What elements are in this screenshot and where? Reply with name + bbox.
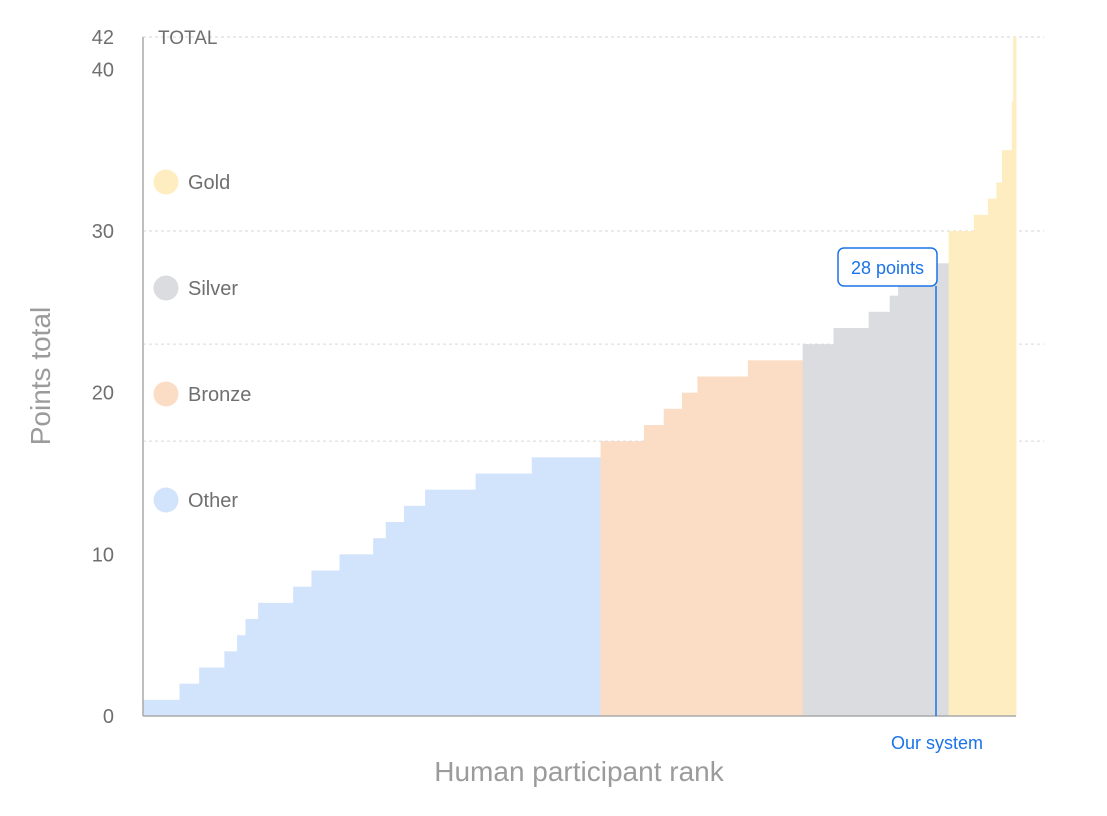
step-bar [143,699,180,716]
step-bar [373,538,387,716]
step-bar [898,279,920,716]
step-bar [697,376,749,716]
legend-swatch [153,381,179,407]
step-bar [802,344,835,716]
legend-swatch [153,487,179,513]
callout-box [837,247,938,287]
step-bar [600,441,645,716]
total-label: TOTAL [158,28,217,49]
step-bar [425,489,477,716]
step-bar [1011,101,1014,716]
step-bar [868,311,891,716]
y-tick-label: 42 [92,27,114,49]
step-area-series [143,37,1017,717]
y-axis-title: Points total [25,307,56,446]
legend-label: Gold [188,172,230,194]
callout-label: 28 points [851,258,924,278]
step-bar [889,295,899,716]
legend-label: Bronze [188,384,251,406]
step-bar [258,602,294,716]
step-bar [987,198,997,716]
step-bar [199,667,225,716]
legend: Gold Silver Bronze Other [153,169,251,513]
step-bar [1001,150,1013,716]
step-bar [681,392,698,716]
legend-label: Silver [188,278,238,300]
y-tick-label: 30 [92,221,114,243]
step-bar [293,586,312,716]
step-bar [385,522,405,716]
step-bar [245,619,259,716]
our-system-label: Our system [891,733,983,753]
step-bar [237,635,246,716]
step-bar [948,231,975,716]
step-bar [224,651,238,716]
step-bar [531,457,602,716]
step-bar [973,214,989,717]
legend-swatch [153,169,179,195]
legend-swatch [153,275,179,301]
step-bar [996,182,1003,716]
our-system-marker: 28 points Our system [837,247,983,753]
step-bar [1013,37,1017,716]
y-tick-label: 0 [103,706,114,728]
step-bar [475,473,533,716]
step-bar [311,570,340,716]
step-bar [644,425,665,716]
legend-label: Other [188,490,238,512]
step-bar [404,505,426,716]
step-bar [663,408,683,716]
step-bar [747,360,804,716]
y-tick-label: 20 [92,383,114,405]
step-bar [919,263,950,716]
x-axis-title: Human participant rank [434,756,724,787]
y-tick-label: 10 [92,544,114,566]
step-bar [833,328,870,716]
y-tick-label: 40 [92,59,114,81]
step-bar [179,683,200,716]
y-tick-labels: 0 10 20 30 40 42 [92,27,114,728]
step-bar [339,554,374,716]
